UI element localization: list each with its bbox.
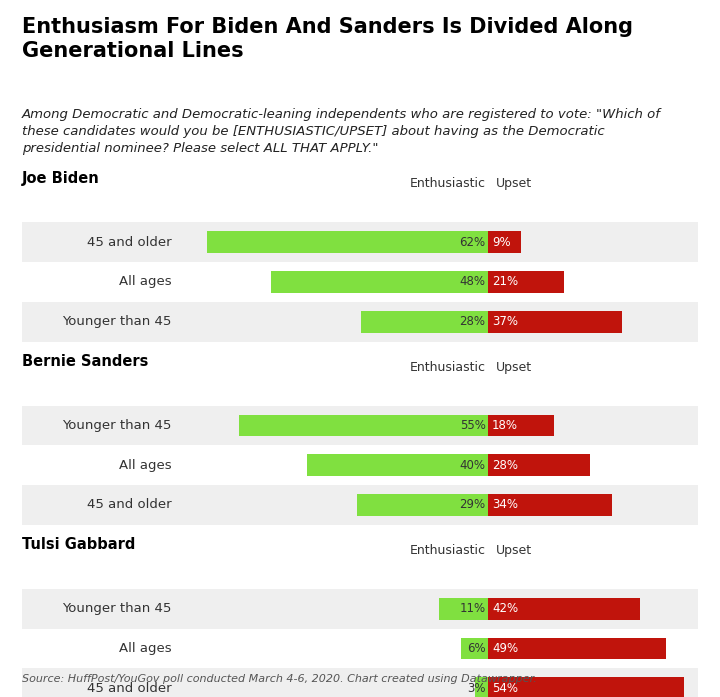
Text: Bernie Sanders: Bernie Sanders — [22, 354, 148, 369]
Text: Joe Biden: Joe Biden — [22, 171, 99, 186]
Bar — [22, 262, 698, 302]
Text: 11%: 11% — [459, 602, 485, 615]
Bar — [488, 638, 666, 659]
Text: 3%: 3% — [467, 682, 485, 695]
Bar — [488, 231, 521, 253]
Bar — [22, 406, 698, 445]
Text: 40%: 40% — [459, 459, 485, 472]
Text: Upset: Upset — [495, 361, 532, 374]
Bar — [361, 311, 488, 332]
Text: Younger than 45: Younger than 45 — [62, 419, 171, 432]
Bar — [22, 445, 698, 485]
Text: 21%: 21% — [492, 275, 518, 289]
Text: 54%: 54% — [492, 682, 518, 695]
Text: 18%: 18% — [492, 419, 518, 432]
Text: 28%: 28% — [492, 459, 518, 472]
Bar — [488, 598, 641, 620]
Bar — [22, 589, 698, 629]
Text: Enthusiastic: Enthusiastic — [410, 361, 485, 374]
Bar — [357, 494, 488, 516]
Text: 42%: 42% — [492, 602, 518, 615]
Text: 48%: 48% — [459, 275, 485, 289]
Text: 55%: 55% — [459, 419, 485, 432]
Text: All ages: All ages — [119, 459, 171, 472]
Text: 28%: 28% — [459, 315, 485, 328]
Text: Source: HuffPost/YouGov poll conducted March 4-6, 2020. Chart created using Data: Source: HuffPost/YouGov poll conducted M… — [22, 675, 536, 684]
Bar — [22, 629, 698, 668]
Text: 45 and older: 45 and older — [86, 236, 171, 249]
Text: Enthusiastic: Enthusiastic — [410, 544, 485, 557]
Bar — [307, 454, 488, 476]
Text: 45 and older: 45 and older — [86, 498, 171, 512]
Text: 34%: 34% — [492, 498, 518, 512]
Bar — [22, 222, 698, 262]
Text: 45 and older: 45 and older — [86, 682, 171, 695]
Bar — [488, 415, 554, 436]
Text: Younger than 45: Younger than 45 — [62, 602, 171, 615]
Text: Upset: Upset — [495, 178, 532, 190]
Text: 6%: 6% — [467, 642, 485, 655]
Text: 62%: 62% — [459, 236, 485, 249]
Bar — [22, 302, 698, 342]
Text: All ages: All ages — [119, 275, 171, 289]
Text: Younger than 45: Younger than 45 — [62, 315, 171, 328]
Bar — [488, 311, 622, 332]
Text: Tulsi Gabbard: Tulsi Gabbard — [22, 537, 135, 553]
Bar — [22, 485, 698, 525]
Bar — [488, 677, 684, 697]
Text: Enthusiasm For Biden And Sanders Is Divided Along
Generational Lines: Enthusiasm For Biden And Sanders Is Divi… — [22, 17, 633, 61]
Bar — [22, 668, 698, 697]
Bar — [438, 598, 488, 620]
Text: All ages: All ages — [119, 642, 171, 655]
Bar — [207, 231, 488, 253]
Bar — [271, 271, 488, 293]
Text: 37%: 37% — [492, 315, 518, 328]
Bar — [488, 271, 564, 293]
Bar — [488, 494, 611, 516]
Text: Among Democratic and Democratic-leaning independents who are registered to vote:: Among Democratic and Democratic-leaning … — [22, 108, 660, 155]
Text: 29%: 29% — [459, 498, 485, 512]
Bar — [462, 638, 488, 659]
Text: 9%: 9% — [492, 236, 510, 249]
Text: Upset: Upset — [495, 544, 532, 557]
Bar — [474, 677, 488, 697]
Text: Enthusiastic: Enthusiastic — [410, 178, 485, 190]
Text: 49%: 49% — [492, 642, 518, 655]
Bar — [239, 415, 488, 436]
Bar — [488, 454, 590, 476]
